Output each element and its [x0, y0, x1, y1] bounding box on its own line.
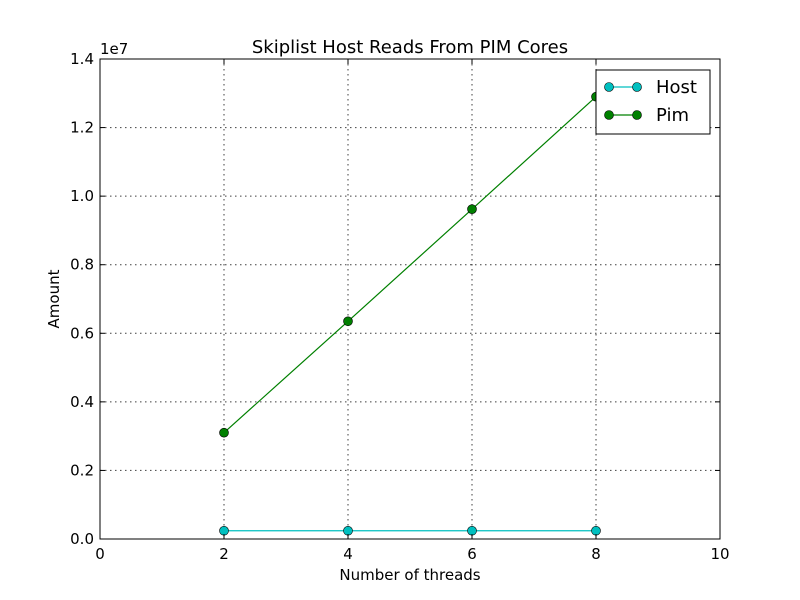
series-line-pim [223, 96, 597, 434]
y-tick-label: 0.6 [70, 324, 94, 342]
series-layer [219, 91, 601, 536]
y-tick-label: 1.2 [70, 119, 94, 137]
legend: Host Pim [595, 69, 711, 135]
y-tick-label: 0.2 [70, 461, 94, 479]
y-tick-label: 0.8 [70, 256, 94, 274]
legend-marker-host [604, 82, 614, 92]
y-tick-label: 0.0 [70, 530, 94, 548]
legend-item-pim: Pim [604, 105, 689, 126]
legend-marker-host [632, 82, 642, 92]
y-tick-label: 0.4 [70, 393, 94, 411]
x-tick-label: 2 [219, 545, 229, 563]
data-point-host [467, 525, 477, 536]
data-point-pim [343, 316, 353, 327]
data-point-host [343, 525, 353, 536]
data-point-pim [219, 427, 229, 438]
data-point-host [591, 525, 601, 536]
legend-label-pim: Pim [656, 105, 689, 126]
legend-marker-pim [604, 110, 614, 120]
plot-frame [99, 58, 721, 540]
y-axis-offset-label: 1e7 [100, 40, 128, 58]
legend-item-host: Host [604, 77, 697, 98]
data-point-host [219, 525, 229, 536]
legend-marker-pim [632, 110, 642, 120]
legend-label-host: Host [656, 77, 697, 98]
chart-title: Skiplist Host Reads From PIM Cores [252, 37, 568, 58]
x-tick-label: 8 [591, 545, 601, 563]
x-axis-label: Number of threads [339, 566, 480, 584]
y-tick-label: 1.0 [70, 187, 94, 205]
x-tick-label: 6 [467, 545, 477, 563]
x-tick-label: 4 [343, 545, 353, 563]
x-tick-label: 0 [95, 545, 105, 563]
legend-items: Host Pim [604, 77, 697, 126]
x-tick-label: 10 [710, 545, 729, 563]
y-axis-label: Amount [45, 269, 63, 328]
legend-box [595, 69, 711, 135]
y-tick-label: 1.4 [70, 50, 94, 68]
data-point-pim [467, 204, 477, 214]
